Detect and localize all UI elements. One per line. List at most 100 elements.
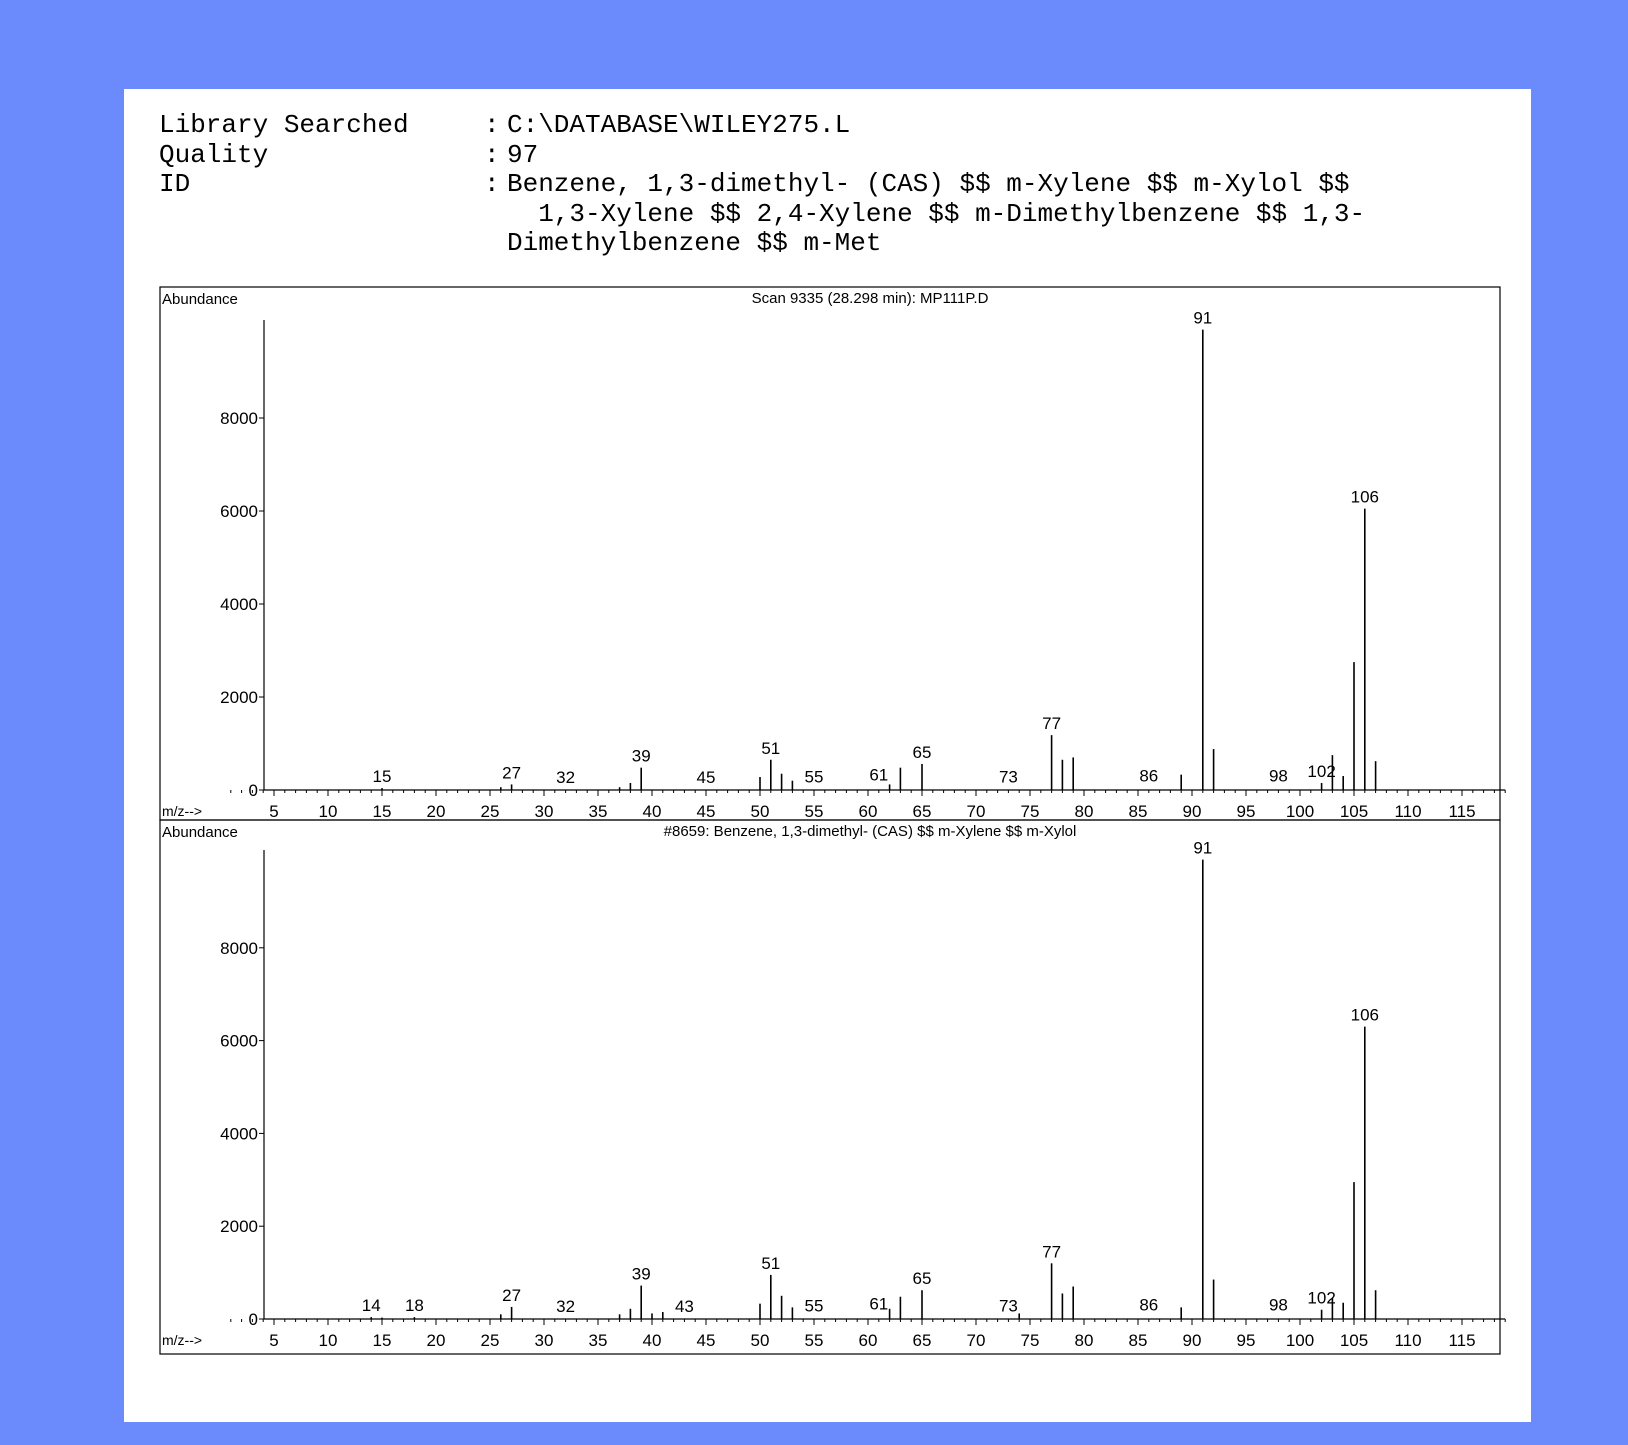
x-tick-label: 60 [859,802,878,821]
x-tick-label: 65 [913,1331,932,1350]
y-axis-label: Abundance [162,824,238,841]
plot-frame [159,286,1501,821]
quality-row: Quality : 97 [159,139,1365,171]
peak-label: 32 [556,768,575,787]
x-tick-label: 65 [913,802,932,821]
x-axis-label: m/z--> [162,803,202,819]
peak-label: 45 [697,768,716,787]
peak-label: 73 [999,1297,1018,1316]
peak-label: 98 [1269,767,1288,786]
x-tick-label: 75 [1021,1331,1040,1350]
x-tick-label: 80 [1075,802,1094,821]
peak-label: 77 [1042,714,1061,733]
x-tick-label: 95 [1237,802,1256,821]
y-tick-label: 0 [249,781,258,800]
peak-label: 15 [373,767,392,786]
peak-label: 91 [1193,839,1212,858]
id-row-cont-2: Dimethylbenzene $$ m-Met [159,228,1365,259]
peak-label: 51 [761,739,780,758]
x-tick-label: 45 [697,1331,716,1350]
x-tick-label: 10 [319,802,338,821]
search-header: Library Searched : C:\DATABASE\WILEY275.… [159,110,1366,259]
x-tick-label: 50 [751,1331,770,1350]
y-tick-label: 6000 [220,1032,258,1051]
x-tick-label: 105 [1340,1331,1368,1350]
peak-label: 43 [675,1297,694,1316]
peak-label: 102 [1307,1289,1335,1308]
x-tick-label: 55 [805,802,824,821]
x-tick-label: 90 [1183,802,1202,821]
x-tick-label: 5 [269,1331,278,1350]
peak-label: 98 [1269,1296,1288,1315]
x-tick-label: 55 [805,1331,824,1350]
x-tick-label: 10 [319,1331,338,1350]
x-tick-label: 105 [1340,802,1368,821]
id-row: ID : Benzene, 1,3-dimethyl- (CAS) $$ m-X… [159,169,1365,200]
x-tick-label: 70 [967,802,986,821]
y-tick-label: 0 [249,1310,258,1329]
x-tick-label: 100 [1286,1331,1314,1350]
x-tick-label: 20 [427,802,446,821]
x-tick-label: 25 [481,1331,500,1350]
x-tick-label: 35 [589,1331,608,1350]
peak-label: 106 [1351,488,1379,507]
x-tick-label: 85 [1129,1331,1148,1350]
peak-label: 55 [805,1297,824,1316]
x-tick-label: 45 [697,802,716,821]
peak-label: 86 [1139,767,1158,786]
id-label: ID [159,169,191,199]
id-value-line-3: Dimethylbenzene $$ m-Met [507,228,882,258]
x-tick-label: 5 [269,802,278,821]
x-tick-label: 25 [481,802,500,821]
x-tick-label: 40 [643,1331,662,1350]
peak-label: 39 [632,747,651,766]
chart-title: Scan 9335 (28.298 min): MP111P.D [752,290,989,307]
peak-label: 27 [502,763,521,782]
library-value: C:\DATABASE\WILEY275.L [507,110,851,140]
x-tick-label: 80 [1075,1331,1094,1350]
x-tick-label: 85 [1129,802,1148,821]
x-tick-label: 50 [751,802,770,821]
peak-label: 65 [913,1269,932,1288]
peak-label: 91 [1193,309,1212,328]
x-tick-label: 75 [1021,802,1040,821]
x-tick-label: 115 [1448,802,1475,821]
separator: : [484,139,500,170]
peak-label: 86 [1139,1296,1158,1315]
x-tick-label: 20 [427,1331,446,1350]
report-sheet: Library Searched : C:\DATABASE\WILEY275.… [124,89,1531,1422]
separator: : [484,169,500,199]
x-tick-label: 30 [535,1331,554,1350]
peak-label: 61 [869,765,888,784]
y-axis-label: Abundance [162,291,238,308]
peak-label: 73 [999,768,1018,787]
x-tick-label: 35 [589,802,608,821]
plot-frame [159,819,1501,1355]
x-tick-label: 70 [967,1331,986,1350]
chart-title: #8659: Benzene, 1,3-dimethyl- (CAS) $$ m… [664,823,1077,840]
x-tick-label: 15 [373,802,392,821]
x-tick-label: 110 [1394,802,1421,821]
x-tick-label: 115 [1448,1331,1475,1350]
peak-label: 102 [1307,762,1335,781]
y-tick-label: 6000 [220,502,258,521]
y-tick-label: 2000 [220,688,258,707]
id-row-cont-1: 1,3-Xylene $$ 2,4-Xylene $$ m-Dimethylbe… [159,198,1366,230]
peak-label: 51 [761,1254,780,1273]
peak-label: 106 [1351,1006,1379,1025]
quality-label: Quality [159,139,269,170]
peak-label: 77 [1042,1242,1061,1261]
peak-label: 32 [556,1297,575,1316]
peak-label: 39 [632,1265,651,1284]
x-tick-label: 90 [1183,1331,1202,1350]
library-row: Library Searched : C:\DATABASE\WILEY275.… [159,110,1365,141]
peak-label: 65 [913,743,932,762]
separator: : [484,110,500,140]
y-tick-label: 8000 [220,409,258,428]
peak-label: 61 [869,1294,888,1313]
id-value-line-2: 1,3-Xylene $$ 2,4-Xylene $$ m-Dimethylbe… [507,198,1366,229]
x-tick-label: 95 [1237,1331,1256,1350]
y-tick-label: 2000 [220,1217,258,1236]
y-tick-label: 4000 [220,595,258,614]
